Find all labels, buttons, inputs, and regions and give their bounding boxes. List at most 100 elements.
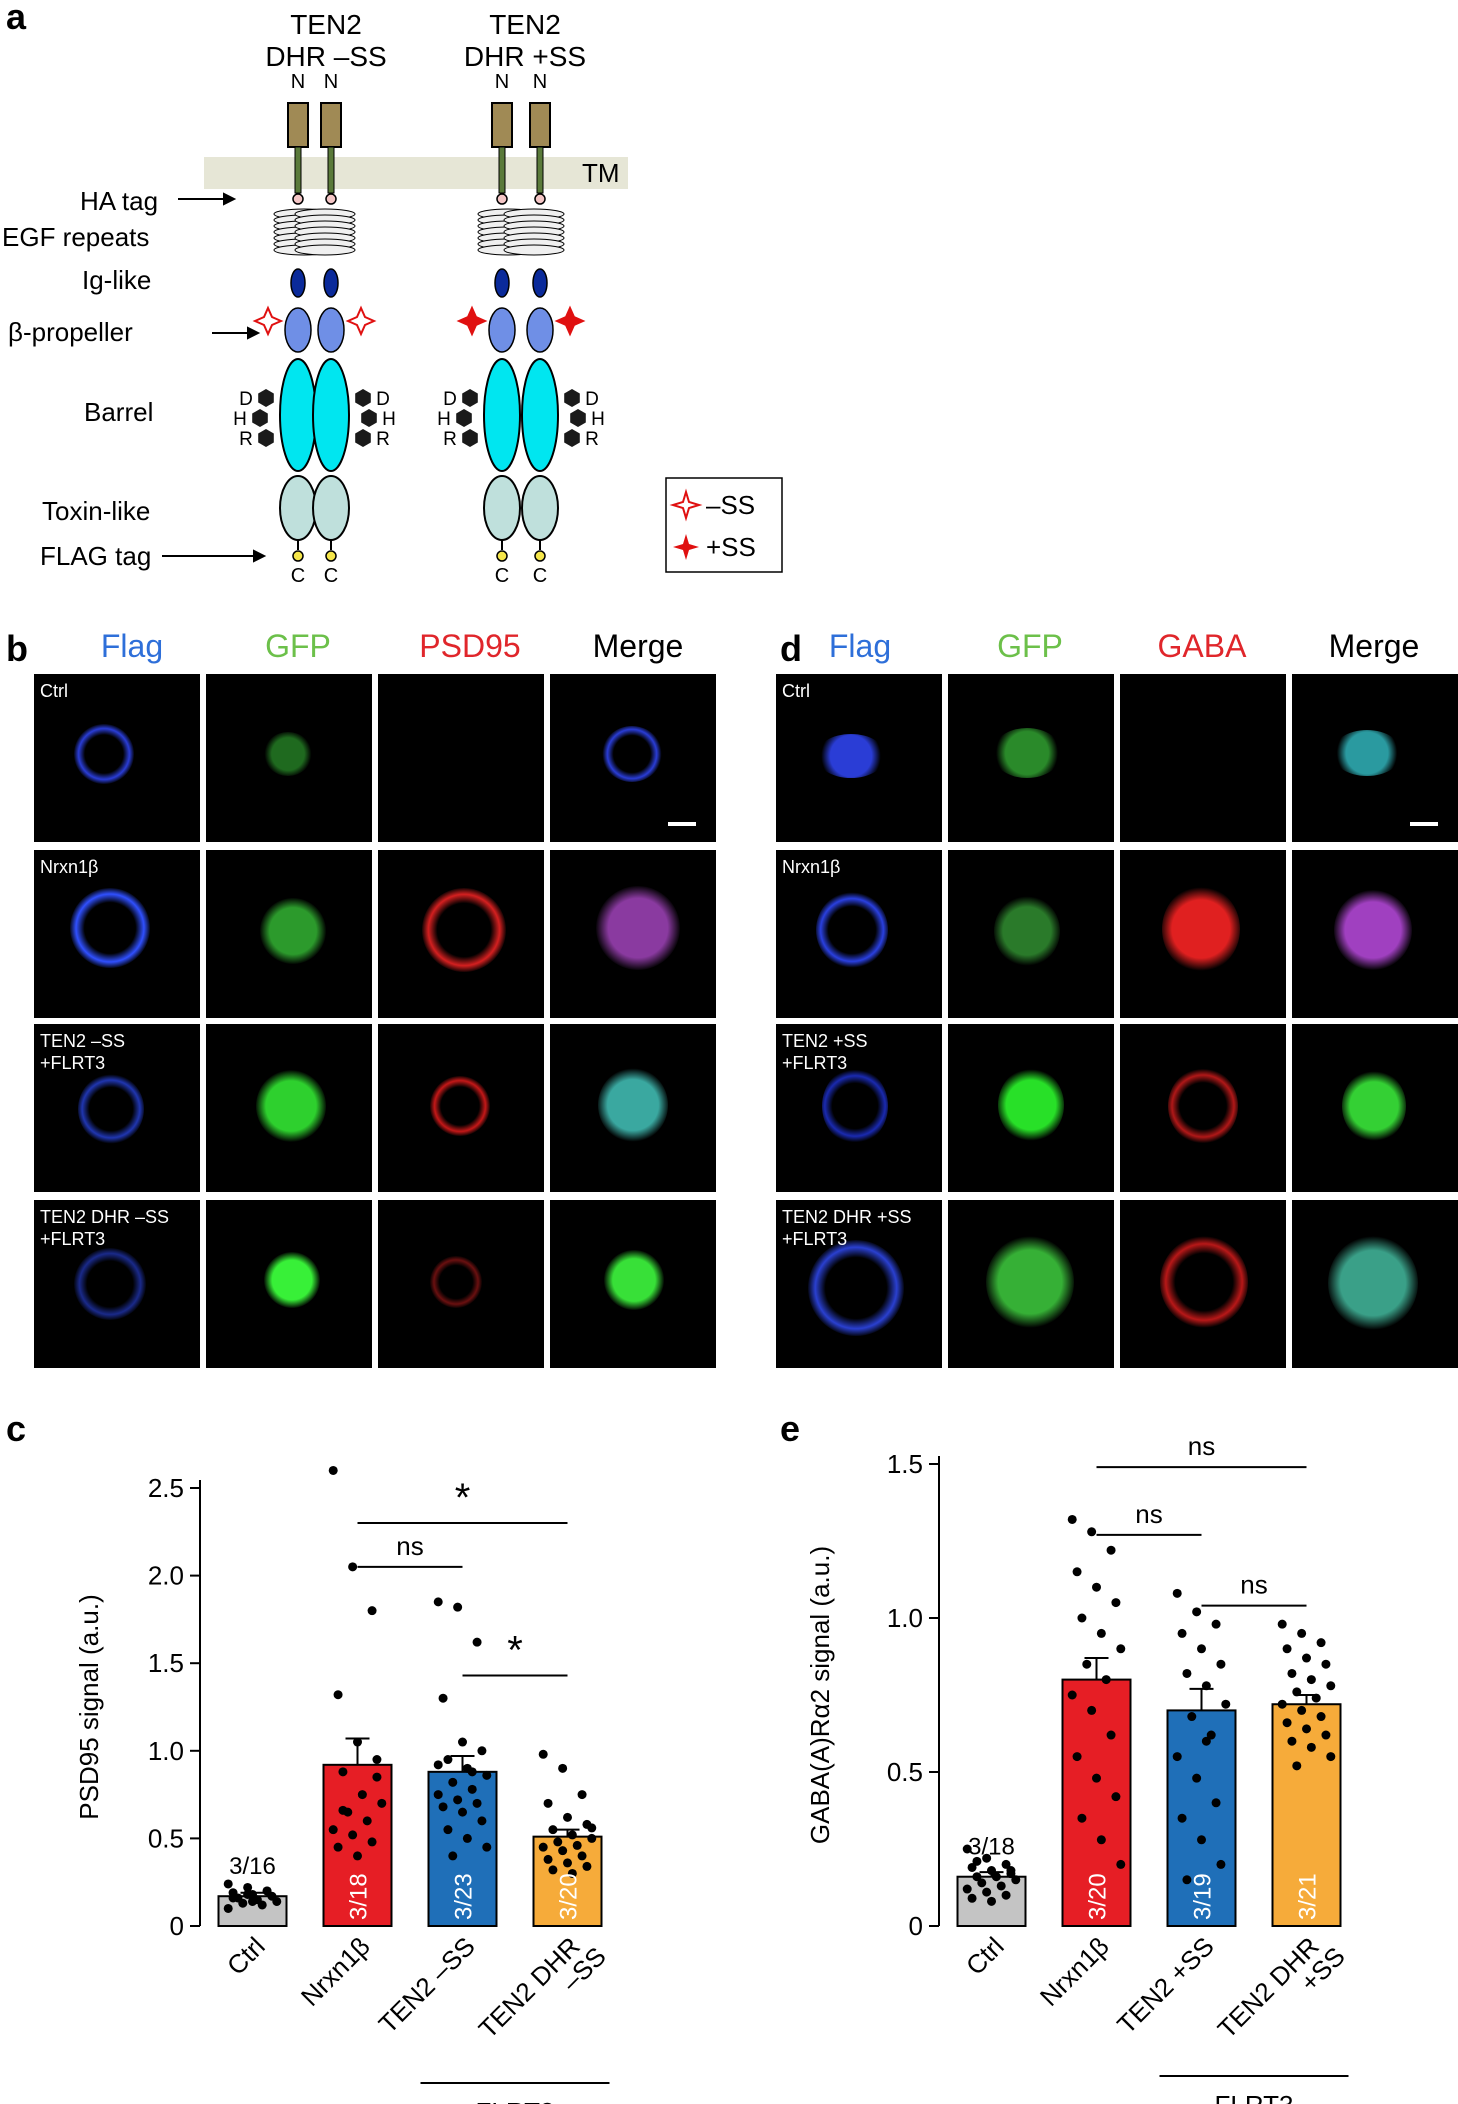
micrograph-row3-col1: TEN2 +SS +FLRT3 [776,1024,942,1192]
dhr-letter: H [233,409,247,430]
cell-signal [602,726,662,782]
data-point [1106,1545,1116,1555]
filled-star-icon [673,534,699,560]
dhr-letter: H [591,409,605,430]
data-point [962,1884,972,1894]
micrograph-row3-col2 [948,1024,1114,1192]
panel-b-col-merge: Merge [592,628,684,664]
micrograph-row2-col4 [1292,850,1458,1018]
beta-propeller-domain [526,307,554,353]
panel-b-col-flag: Flag [100,628,164,664]
data-point [543,1798,553,1808]
data-point [987,1896,996,1906]
data-point [458,1737,467,1747]
tm-segment [294,146,302,194]
data-point [1287,1736,1297,1746]
condition-label: TEN2 +SS +FLRT3 [782,1031,868,1073]
flag-tag-dot [534,550,546,562]
data-point [472,1798,482,1808]
condition-label: Nrxn1β [40,857,99,877]
beta-propeller-domain [488,307,516,353]
cell-signal [986,1236,1074,1328]
data-point [333,1842,343,1852]
cell-signal [1334,890,1412,970]
cell-signal [1332,730,1402,776]
data-point [1197,1644,1206,1654]
data-point [1111,1792,1121,1802]
toxin-like-domain [483,475,521,541]
data-point [1211,1798,1221,1808]
micrograph-row2-col3 [378,850,544,1018]
y-tick-label: 0 [170,1911,184,1941]
data-point [1292,1687,1302,1697]
data-point [357,1790,367,1800]
micrograph-row3-col2 [206,1024,372,1192]
barrel-domain [521,358,559,472]
micrograph-row4-col1: TEN2 DHR +SS +FLRT3 [776,1200,942,1368]
data-point [272,1896,282,1906]
data-point [1316,1712,1326,1722]
micrograph-row4-col3 [1120,1200,1286,1368]
scale-bar [1410,822,1438,826]
significance-label: ns [1135,1499,1162,1529]
dhr-letter: D [376,389,390,410]
x-tick-label: TEN2 –SS [373,1931,481,2039]
panel-d-col-merge: Merge [1328,628,1420,664]
data-point [1292,1761,1302,1771]
data-point [1192,1607,1202,1617]
data-point [1001,1859,1011,1869]
data-point [567,1868,577,1878]
data-point [1072,1752,1082,1762]
significance-label: ns [396,1531,423,1561]
data-point [967,1893,977,1903]
cell-signal [816,734,886,778]
significance-label: ns [1188,1431,1215,1461]
data-point [996,1881,1006,1891]
data-point [453,1795,463,1805]
micrograph-row1-col1: Ctrl [776,674,942,842]
data-point [1201,1681,1211,1691]
data-point [243,1882,253,1892]
cell-signal [264,732,312,776]
bar-n-label: 3/18 [346,1873,373,1920]
tm-label: TM [582,158,620,188]
cell-signal [994,896,1060,966]
domain-schematic: TEN2 DHR –SS TEN2 DHR +SS TM HA tag EGF … [2,9,783,587]
condition-label: TEN2 DHR –SS +FLRT3 [40,1207,170,1249]
data-point [972,1872,982,1882]
dhr-motif-hexagon [564,429,580,447]
data-point [982,1853,992,1863]
cell-signal [1160,1236,1248,1328]
data-point [587,1823,597,1833]
open-star-icon [345,305,377,337]
data-point [353,1851,362,1861]
data-point [372,1772,382,1782]
data-point [538,1749,548,1759]
data-point [433,1760,443,1770]
cell-signal [604,1250,664,1310]
c-terminus-label: C [533,565,547,587]
data-point [577,1790,587,1800]
egf-repeat [294,244,356,256]
data-point [991,1872,1001,1882]
x-tick-label: TEN2 +SS [1111,1931,1220,2040]
data-point [1326,1752,1336,1762]
data-point [1067,1514,1077,1524]
toxin-like-domain [279,475,317,541]
data-point [1172,1752,1182,1762]
data-point [1087,1527,1097,1537]
significance-label: * [455,1476,471,1520]
data-point [1096,1835,1106,1845]
c-terminus-label: C [291,565,305,587]
micrograph-row3-col3 [378,1024,544,1192]
data-point [972,1856,982,1866]
data-point [558,1763,568,1773]
ig-like-domain [494,268,510,298]
x-tick-label: Ctrl [221,1931,271,1981]
data-point [1311,1693,1321,1703]
cell-signal [260,898,326,964]
data-point [1192,1773,1202,1783]
data-point [433,1790,443,1800]
y-tick-label: 2.5 [148,1473,184,1503]
